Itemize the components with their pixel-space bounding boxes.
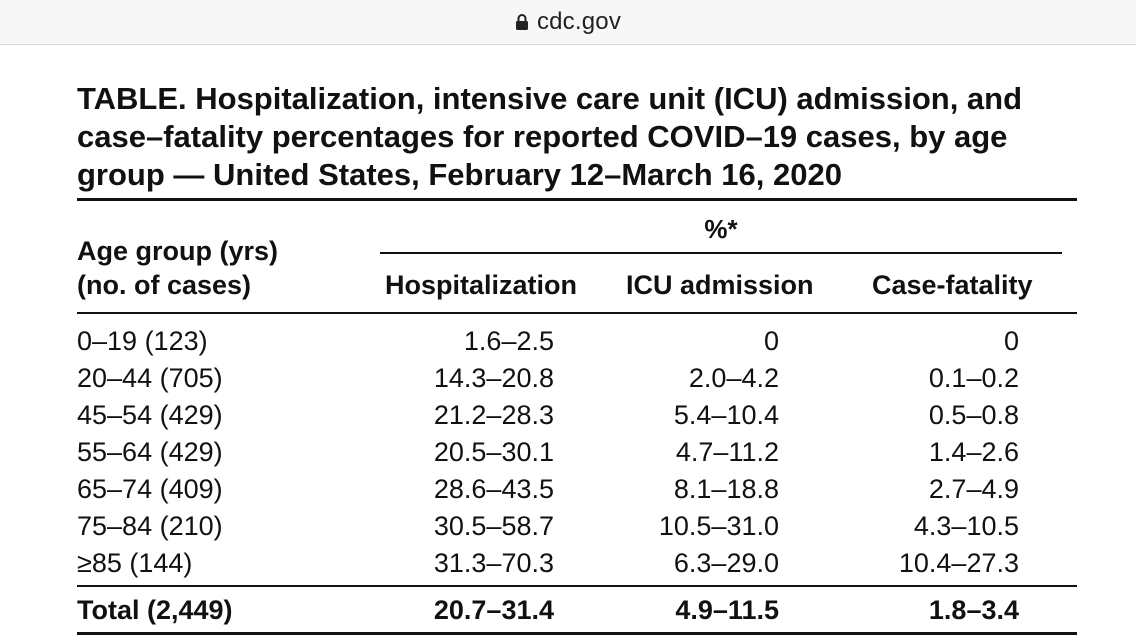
case-fatality-cell: 0 [1003,326,1019,356]
age-group-header: Age group (yrs) (no. of cases) [77,234,278,302]
percent-header: %* [704,214,738,244]
hospitalization-cell: 31.3–70.3 [433,548,554,578]
case-fatality-cell: 0.1–0.2 [928,363,1019,393]
hospitalization-cell: 14.3–20.8 [433,363,554,393]
table-title: TABLE. Hospitalization, intensive care u… [77,81,1023,192]
table-row: 45–54 (429) 21.2–28.3 5.4–10.4 0.5–0.8 [0,397,1136,433]
header-rule [77,312,1077,314]
total-icu-cell: 4.9–11.5 [675,595,779,625]
icu-cell: 6.3–29.0 [673,548,779,578]
bottom-rule [77,632,1077,635]
icu-cell: 5.4–10.4 [673,400,779,430]
age-cell: 75–84 (210) [77,511,223,541]
case-fatality-cell: 4.3–10.5 [913,511,1019,541]
url-text: cdc.gov [536,8,622,35]
table-row: 55–64 (429) 20.5–30.1 4.7–11.2 1.4–2.6 [0,434,1136,470]
table-row: 75–84 (210) 30.5–58.7 10.5–31.0 4.3–10.5 [0,508,1136,544]
case-fatality-cell: 2.7–4.9 [928,474,1019,504]
column-header-case-fatality: Case-fatality [872,270,1033,300]
table-row: 20–44 (705) 14.3–20.8 2.0–4.2 0.1–0.2 [0,360,1136,396]
total-case-fatality-cell: 1.8–3.4 [928,595,1019,625]
case-fatality-cell: 1.4–2.6 [928,437,1019,467]
age-cell: 55–64 (429) [77,437,223,467]
icu-cell: 2.0–4.2 [688,363,779,393]
hospitalization-cell: 21.2–28.3 [433,400,554,430]
age-cell: 65–74 (409) [77,474,223,504]
icu-cell: 0 [763,326,779,356]
age-header-line1: Age group (yrs) [77,236,279,266]
address-bar[interactable]: cdc.gov [0,0,1136,45]
case-fatality-cell: 10.4–27.3 [898,548,1019,578]
table-row: 65–74 (409) 28.6–43.5 8.1–18.8 2.7–4.9 [0,471,1136,507]
hospitalization-cell: 1.6–2.5 [463,326,554,356]
total-age-cell: Total (2,449) [77,595,233,625]
age-header-line2: (no. of cases) [77,270,252,300]
icu-cell: 8.1–18.8 [673,474,779,504]
hospitalization-cell: 30.5–58.7 [433,511,554,541]
top-rule [77,198,1077,201]
total-rule [77,585,1077,587]
age-cell: 20–44 (705) [77,363,223,393]
age-cell: ≥85 (144) [77,548,193,578]
total-row: Total (2,449) 20.7–31.4 4.9–11.5 1.8–3.4 [0,592,1136,628]
hospitalization-cell: 28.6–43.5 [433,474,554,504]
case-fatality-cell: 0.5–0.8 [928,400,1019,430]
percent-header-rule [380,252,1062,254]
icu-cell: 10.5–31.0 [658,511,779,541]
column-header-icu-admission: ICU admission [626,270,814,300]
table-row: 0–19 (123) 1.6–2.5 0 0 [0,323,1136,359]
hospitalization-cell: 20.5–30.1 [433,437,554,467]
total-hospitalization-cell: 20.7–31.4 [433,595,554,625]
age-cell: 0–19 (123) [77,326,208,356]
icu-cell: 4.7–11.2 [675,437,779,467]
column-header-hospitalization: Hospitalization [385,270,578,300]
age-cell: 45–54 (429) [77,400,223,430]
lock-icon [515,13,529,31]
table-row: ≥85 (144) 31.3–70.3 6.3–29.0 10.4–27.3 [0,545,1136,581]
